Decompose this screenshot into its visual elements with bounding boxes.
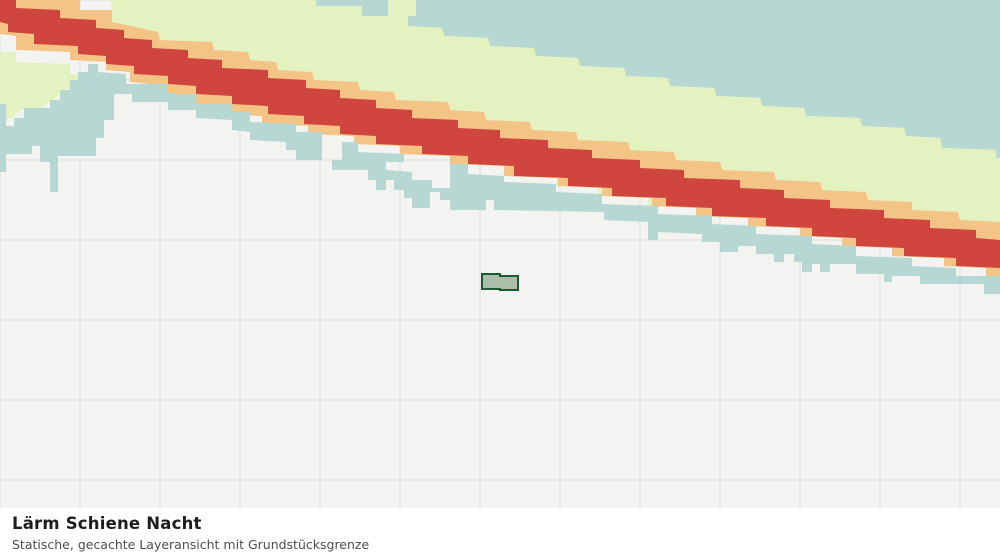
map-view[interactable] <box>0 0 1000 508</box>
layer-title: Lärm Schiene Nacht <box>12 514 202 533</box>
noise-zone-teal-lower <box>0 64 322 192</box>
noise-zone-teal-upper <box>316 0 1000 158</box>
noise-zone-teal-small <box>316 0 388 16</box>
parcel-polygon[interactable] <box>481 273 519 291</box>
noise-zones <box>0 0 1000 294</box>
noise-zone-yellow-green <box>78 0 1000 222</box>
layer-subtitle: Statische, gecachte Layeransicht mit Gru… <box>12 537 370 552</box>
map-caption: Lärm Schiene Nacht Statische, gecachte L… <box>0 508 1000 560</box>
parcel-boundary[interactable] <box>481 273 519 291</box>
noise-zone-teal-left-strip <box>0 104 6 126</box>
noise-zone-yellow-green-left <box>0 52 96 120</box>
noise-zone-red <box>0 0 1000 268</box>
noise-zone-teal-lower-mid <box>332 142 1000 294</box>
map-canvas[interactable] <box>0 0 1000 508</box>
